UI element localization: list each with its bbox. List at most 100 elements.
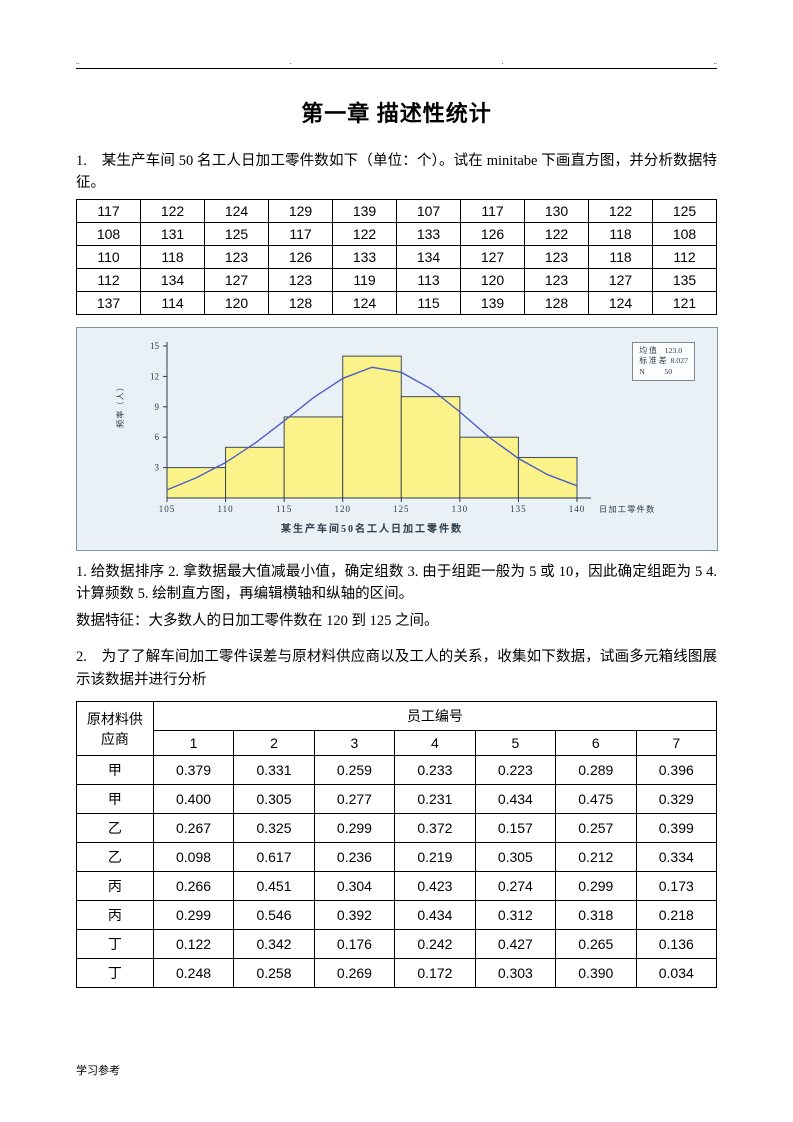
table-row-label: 丁 — [77, 930, 154, 959]
table-cell: 0.233 — [395, 756, 475, 785]
table-cell: 0.299 — [556, 872, 636, 901]
table-column-label: 7 — [636, 731, 716, 756]
table-cell: 110 — [77, 245, 141, 268]
table-row: 108131125117122133126122118108 — [77, 222, 717, 245]
table-cell: 0.269 — [314, 959, 394, 988]
table-cell: 0.267 — [153, 814, 233, 843]
q2-data-table: 原材料供应商员工编号1234567甲0.3790.3310.2590.2330.… — [76, 701, 717, 988]
table-cell: 128 — [269, 291, 333, 314]
table-cell: 122 — [141, 199, 205, 222]
table-cell: 134 — [397, 245, 461, 268]
table-cell: 0.399 — [636, 814, 716, 843]
table-cell: 120 — [461, 268, 525, 291]
table-cell: 123 — [269, 268, 333, 291]
table-cell: 124 — [205, 199, 269, 222]
table-cell: 0.289 — [556, 756, 636, 785]
svg-text:125: 125 — [393, 504, 410, 514]
table-cell: 130 — [525, 199, 589, 222]
table-cell: 0.312 — [475, 901, 555, 930]
table-cell: 0.423 — [395, 872, 475, 901]
table-cell: 0.173 — [636, 872, 716, 901]
table-cell: 118 — [589, 245, 653, 268]
svg-text:日加工零件数: 日加工零件数 — [599, 504, 655, 514]
table-cell: 0.434 — [475, 785, 555, 814]
table-cell: 0.034 — [636, 959, 716, 988]
table-row: 甲0.4000.3050.2770.2310.4340.4750.329 — [77, 785, 717, 814]
table-cell: 0.122 — [153, 930, 233, 959]
table-cell: 112 — [77, 268, 141, 291]
table-row-label: 丙 — [77, 901, 154, 930]
table-cell: 0.098 — [153, 843, 233, 872]
table-cell: 118 — [141, 245, 205, 268]
header-dots: .. . . .. — [76, 58, 717, 66]
dot: . — [502, 58, 504, 66]
table-cell: 0.304 — [314, 872, 394, 901]
table-cell: 127 — [205, 268, 269, 291]
table-row: 丙0.2990.5460.3920.4340.3120.3180.218 — [77, 901, 717, 930]
table-cell: 133 — [333, 245, 397, 268]
table-cell: 133 — [397, 222, 461, 245]
q1-analysis-2: 数据特征：大多数人的日加工零件数在 120 到 125 之间。 — [76, 610, 717, 632]
table-cell: 127 — [589, 268, 653, 291]
header-rule — [76, 68, 717, 69]
table-row-label: 丙 — [77, 872, 154, 901]
table-column-label: 4 — [395, 731, 475, 756]
table-cell: 0.372 — [395, 814, 475, 843]
table-cell: 123 — [525, 245, 589, 268]
table-cell: 114 — [141, 291, 205, 314]
table-cell: 0.223 — [475, 756, 555, 785]
table-cell: 126 — [269, 245, 333, 268]
table-cell: 0.219 — [395, 843, 475, 872]
table-row-label: 甲 — [77, 756, 154, 785]
table-row-label: 乙 — [77, 843, 154, 872]
page-footer: 学习参考 — [76, 1062, 120, 1078]
chart-legend: 均 值 123.0 标 准 差 8.027 N 50 — [632, 342, 695, 382]
table-cell: 128 — [525, 291, 589, 314]
table-cell: 0.258 — [234, 959, 314, 988]
table-cell: 122 — [525, 222, 589, 245]
table-cell: 139 — [333, 199, 397, 222]
table-cell: 0.231 — [395, 785, 475, 814]
table-cell: 139 — [461, 291, 525, 314]
table-cell: 117 — [77, 199, 141, 222]
table-header-supplier: 原材料供应商 — [77, 702, 154, 756]
svg-text:140: 140 — [569, 504, 586, 514]
table-row: 137114120128124115139128124121 — [77, 291, 717, 314]
table-cell: 124 — [589, 291, 653, 314]
dot: . — [290, 58, 292, 66]
table-cell: 0.248 — [153, 959, 233, 988]
table-cell: 0.390 — [556, 959, 636, 988]
table-cell: 0.265 — [556, 930, 636, 959]
table-row: 乙0.2670.3250.2990.3720.1570.2570.399 — [77, 814, 717, 843]
table-cell: 0.176 — [314, 930, 394, 959]
table-cell: 112 — [653, 245, 717, 268]
table-cell: 117 — [461, 199, 525, 222]
table-row: 丙0.2660.4510.3040.4230.2740.2990.173 — [77, 872, 717, 901]
table-row: 117122124129139107117130122125 — [77, 199, 717, 222]
table-cell: 108 — [653, 222, 717, 245]
table-cell: 115 — [397, 291, 461, 314]
table-cell: 0.331 — [234, 756, 314, 785]
table-cell: 118 — [589, 222, 653, 245]
table-column-label: 3 — [314, 731, 394, 756]
table-cell: 0.157 — [475, 814, 555, 843]
table-cell: 122 — [333, 222, 397, 245]
table-cell: 129 — [269, 199, 333, 222]
table-cell: 0.305 — [475, 843, 555, 872]
table-cell: 0.236 — [314, 843, 394, 872]
table-cell: 0.318 — [556, 901, 636, 930]
table-cell: 0.136 — [636, 930, 716, 959]
table-cell: 123 — [525, 268, 589, 291]
table-column-label: 6 — [556, 731, 636, 756]
table-cell: 126 — [461, 222, 525, 245]
table-row-label: 乙 — [77, 814, 154, 843]
svg-text:某生产车间50名工人日加工零件数: 某生产车间50名工人日加工零件数 — [281, 522, 463, 535]
q2-prompt: 2. 为了了解车间加工零件误差与原材料供应商以及工人的关系，收集如下数据，试画多… — [76, 646, 717, 691]
svg-text:12: 12 — [150, 371, 159, 381]
table-cell: 0.392 — [314, 901, 394, 930]
table-cell: 107 — [397, 199, 461, 222]
table-cell: 0.475 — [556, 785, 636, 814]
table-cell: 0.617 — [234, 843, 314, 872]
table-cell: 0.434 — [395, 901, 475, 930]
table-cell: 125 — [205, 222, 269, 245]
